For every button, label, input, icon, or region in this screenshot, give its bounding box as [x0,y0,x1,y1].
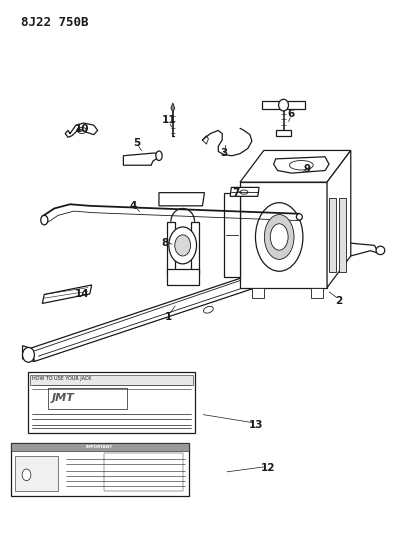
Polygon shape [224,192,240,277]
Ellipse shape [175,235,190,256]
Polygon shape [311,288,323,298]
Ellipse shape [22,348,34,362]
Ellipse shape [296,214,302,220]
Text: 4: 4 [130,201,137,211]
Text: JMT: JMT [52,393,75,403]
Text: 10: 10 [75,124,89,134]
Text: 14: 14 [75,289,89,299]
Ellipse shape [22,469,31,481]
Polygon shape [190,222,198,274]
Ellipse shape [156,151,162,160]
Polygon shape [275,130,292,136]
Polygon shape [65,123,98,138]
Text: 3: 3 [221,148,228,158]
Polygon shape [288,101,305,109]
Ellipse shape [279,99,288,111]
Polygon shape [329,198,336,272]
Ellipse shape [169,227,196,264]
Ellipse shape [264,215,294,260]
Polygon shape [124,153,157,165]
Ellipse shape [290,160,313,170]
Text: 13: 13 [249,419,263,430]
Bar [48,388,128,409]
Text: 1: 1 [165,312,172,321]
Text: 9: 9 [304,164,311,174]
Ellipse shape [41,215,48,225]
Text: IMPORTANT: IMPORTANT [86,445,113,449]
Polygon shape [230,188,259,196]
Polygon shape [273,157,329,173]
Polygon shape [347,243,379,256]
Text: 8: 8 [161,238,168,248]
Polygon shape [167,269,198,285]
Ellipse shape [270,224,288,250]
Bar [30,375,192,385]
Text: 11: 11 [162,115,176,125]
Polygon shape [28,372,194,433]
Polygon shape [339,198,346,272]
Bar [15,456,58,491]
Polygon shape [167,222,175,274]
Polygon shape [30,243,351,361]
Polygon shape [159,192,205,206]
Polygon shape [240,182,327,288]
Polygon shape [240,150,351,182]
Bar [11,443,188,451]
Ellipse shape [376,246,385,255]
Polygon shape [171,103,175,112]
Ellipse shape [255,203,303,271]
Text: 5: 5 [134,138,141,148]
Polygon shape [327,150,351,288]
Text: 7: 7 [233,188,240,198]
Text: 2: 2 [335,296,342,306]
Polygon shape [262,101,279,109]
Text: HOW TO USE YOUR JACK: HOW TO USE YOUR JACK [32,376,92,381]
Polygon shape [22,345,34,361]
Text: 12: 12 [261,463,275,473]
Bar [103,453,183,491]
Polygon shape [252,288,264,298]
Polygon shape [11,443,188,496]
Ellipse shape [204,306,213,313]
Text: 6: 6 [288,109,295,118]
Polygon shape [43,285,92,303]
Text: 8J22 750B: 8J22 750B [20,16,88,29]
